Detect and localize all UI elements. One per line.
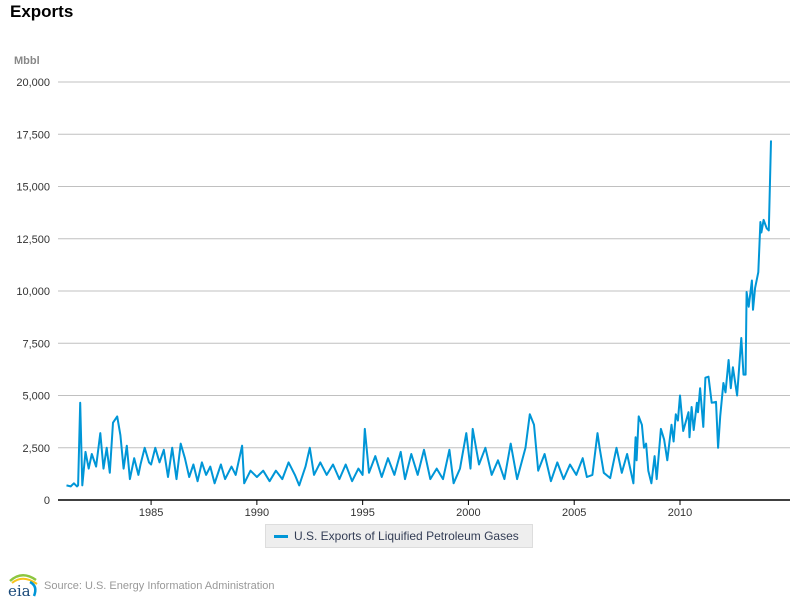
chart-title: Exports [10,2,74,21]
legend-swatch [274,534,288,538]
x-tick-label: 1985 [139,507,163,519]
x-tick-label: 2000 [456,507,480,519]
y-tick-label: 10,000 [16,286,50,298]
y-tick-label: 17,500 [16,129,50,141]
x-tick-label: 2010 [668,507,692,519]
y-tick-label: 12,500 [16,234,50,246]
y-tick-label: 5,000 [22,391,50,403]
series-line [66,140,772,488]
source-note: Source: U.S. Energy Information Administ… [44,580,275,592]
x-tick-label: 2005 [562,507,586,519]
legend[interactable]: U.S. Exports of Liquified Petroleum Gase… [265,524,533,548]
eia-logo-icon: eia [8,574,38,598]
y-tick-label: 7,500 [22,338,50,350]
y-tick-label: 20,000 [16,77,50,89]
y-tick-label: 15,000 [16,182,50,194]
y-axis-unit-label: Mbbl [14,55,40,67]
legend-label: U.S. Exports of Liquified Petroleum Gase… [294,529,519,543]
y-tick-label: 0 [44,495,50,507]
x-tick-label: 1990 [245,507,269,519]
svg-text:eia: eia [8,582,31,598]
y-tick-label: 2,500 [22,443,50,455]
x-tick-label: 1995 [350,507,374,519]
